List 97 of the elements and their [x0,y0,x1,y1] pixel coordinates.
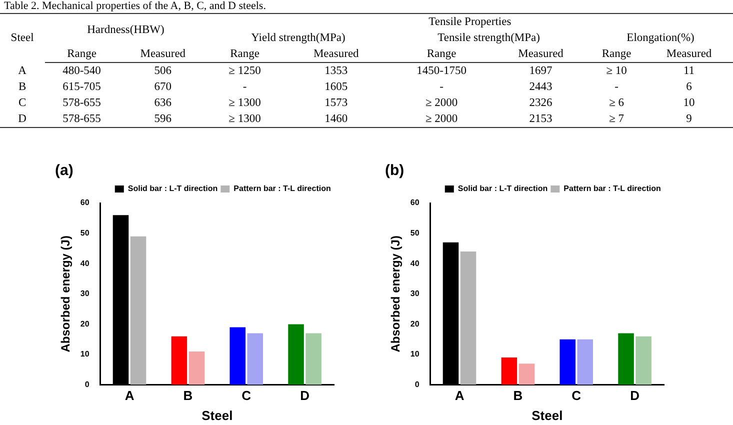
text: ≥ 10 [606,65,627,77]
text: Table 2. Mechanical properties of the A, B, C, and D steels. [4,0,267,13]
text: 578-655 [62,113,101,125]
text: 2443 [529,81,552,93]
text: 615-705 [62,81,101,93]
y-axis-title: Absorbed energy (J) [388,236,403,352]
text: 1353 [324,65,348,77]
y-tick-label: 20 [80,319,90,328]
bar [306,333,322,385]
category-label: Range [44,46,119,62]
y-tick-label: 60 [80,198,90,208]
text: 636 [154,97,172,109]
y-tick-label: 0 [84,380,90,390]
bar [618,333,634,385]
category-label: D [18,113,26,125]
y-tick-label: 60 [410,198,420,208]
y-tick-label: 20 [410,319,420,328]
text: Tensile strength(MPa) [436,31,541,46]
text: 596 [154,113,172,125]
text: - [614,81,618,93]
x-tick-label: C [572,388,582,404]
bar [577,339,594,385]
text: 6 [686,81,692,93]
bar [501,358,518,385]
bar [560,339,576,385]
bar [460,251,476,385]
y-tick-label: 10 [410,350,420,359]
category-label: Measured [282,46,390,62]
text: ≥ 2000 [425,97,458,109]
y-tick-label: 40 [410,258,420,268]
chart-title: (b) [385,162,404,180]
text: Tensile Properties [428,15,512,30]
text: ≥ 7 [609,113,624,125]
x-axis-title: Steel [202,408,233,423]
text: 1573 [324,97,348,109]
x-tick-label: C [242,388,252,404]
bar [230,327,246,385]
y-tick-label: 30 [410,289,420,298]
legend-label: Solid bar : L-T direction [458,184,548,194]
category-label: C [18,97,26,109]
chart-title: (a) [55,162,74,180]
category-label: Range [390,46,494,62]
y-tick-label: 50 [80,228,90,238]
text: - [440,81,444,93]
bar [247,333,264,385]
x-tick-label: D [630,388,640,404]
text: - [242,81,247,93]
bar [518,364,535,385]
x-tick-label: A [124,388,135,404]
bar [288,324,304,385]
text: 506 [154,65,172,77]
legend-label: Solid bar : L-T direction [128,184,218,194]
text: 10 [683,97,695,109]
legend-label: Pattern bar : T-L direction [234,184,331,194]
text: 11 [683,65,695,77]
text: 480-540 [62,65,101,77]
text: 2153 [529,113,552,125]
text: 1460 [324,113,348,125]
y-tick-label: 40 [80,258,90,268]
text: ≥ 1300 [228,97,261,109]
bar [130,236,146,385]
text: 578-655 [62,97,101,109]
bar [188,351,205,385]
category-label: A [18,64,26,77]
x-tick-label: A [454,388,465,404]
text: ≥ 6 [609,97,624,109]
text: 1697 [529,65,552,77]
x-tick-label: D [300,388,310,404]
legend-label: Pattern bar : T-L direction [564,184,661,194]
category-label: B [18,81,26,93]
bar [171,336,188,385]
category-label: Measured [494,46,588,62]
text: 9 [686,113,692,125]
category-label: Range [588,46,646,62]
text: Steel [10,31,35,46]
category-label: Measured [118,46,207,62]
text: ≥ 2000 [425,113,458,125]
text: ≥ 1300 [228,113,261,125]
x-tick-label: B [183,388,193,404]
y-tick-label: 30 [80,289,90,298]
text: 670 [154,81,172,93]
category-label: Measured [645,46,733,62]
text: Hardness(HBW) [86,23,166,38]
text: 2326 [529,97,552,109]
y-axis-title: Absorbed energy (J) [58,236,73,352]
text: 1450-1750 [416,65,466,77]
bar [636,336,652,385]
x-axis-title: Steel [532,408,563,423]
x-tick-label: B [513,388,523,404]
text: Yield strength(MPa) [250,31,346,46]
category-label: Range [206,46,283,62]
text: 1605 [324,81,348,93]
text: Elongation(%) [626,31,696,46]
y-tick-label: 10 [80,350,90,359]
text: ≥ 1250 [228,65,261,77]
y-tick-label: 0 [414,380,420,390]
y-tick-label: 50 [410,228,420,238]
